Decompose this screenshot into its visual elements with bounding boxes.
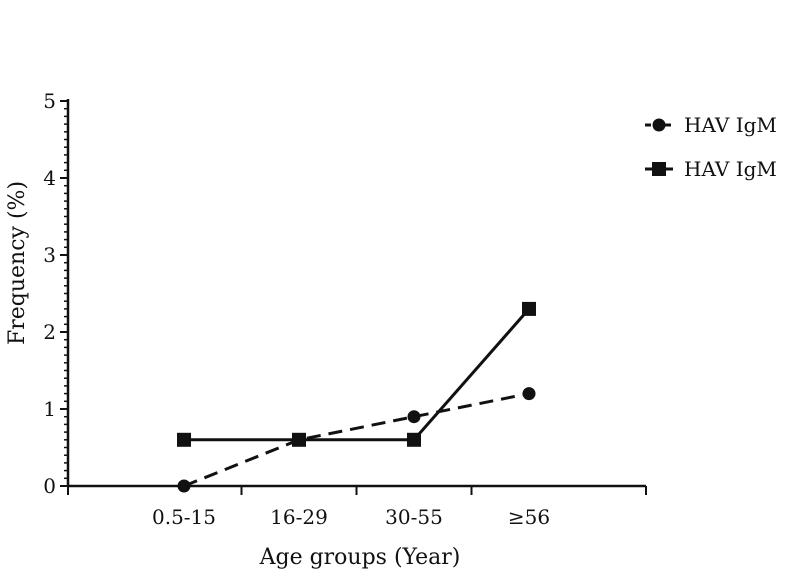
data-point-circle — [292, 433, 306, 447]
legend-item: HAV IgM — [645, 113, 777, 137]
legend-marker-circle — [652, 118, 666, 132]
legend-label: HAV IgM — [684, 157, 777, 181]
series-circle — [177, 387, 536, 493]
y-tick-label: 3 — [43, 243, 56, 267]
legend: HAV IgM HAV IgM — [645, 113, 777, 181]
y-axis-title: Frequency (%) — [5, 181, 30, 345]
x-tick-label: ≥56 — [508, 505, 550, 529]
y-tick-label: 2 — [43, 320, 56, 344]
x-axis-title: Age groups (Year) — [259, 545, 461, 570]
y-tick-label: 0 — [43, 474, 56, 498]
data-point-circle — [522, 387, 536, 401]
data-point-square — [177, 432, 191, 447]
y-tick-label: 4 — [43, 166, 56, 190]
data-point-circle — [407, 410, 421, 424]
y-tick-label: 5 — [43, 89, 56, 113]
legend-marker-square — [652, 162, 666, 176]
legend-item: HAV IgM — [645, 157, 777, 181]
x-tick-label: 0.5-15 — [152, 505, 216, 529]
data-point-square — [407, 432, 421, 447]
series-layer — [177, 301, 536, 493]
legend-label: HAV IgM — [684, 113, 777, 137]
x-tick-label: 30-55 — [385, 505, 443, 529]
y-tick-label: 1 — [43, 397, 56, 421]
data-point-circle — [177, 479, 191, 493]
data-point-square — [522, 301, 536, 316]
x-tick-label: 16-29 — [270, 505, 328, 529]
axes: 0 1 2 3 4 5 0.5-15 16-29 30-55 ≥56 — [43, 89, 647, 529]
series-square — [177, 301, 536, 447]
series-line-square — [184, 307, 531, 442]
series-line-circle — [183, 392, 530, 488]
